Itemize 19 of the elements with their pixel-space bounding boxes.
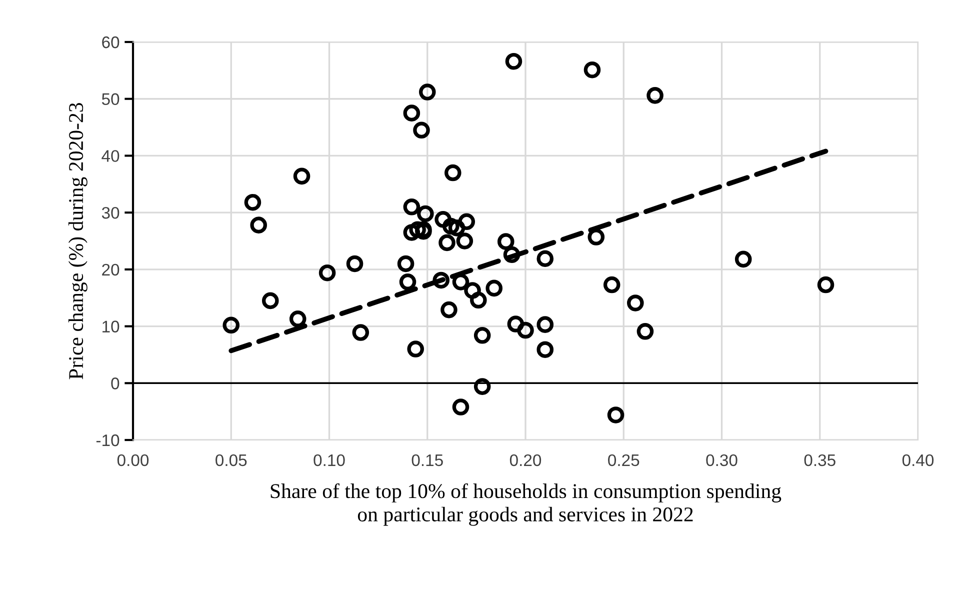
- y-tick-label: 30: [102, 206, 120, 219]
- y-tick-label: 0: [111, 378, 120, 390]
- y-tick-label: 10: [102, 320, 120, 332]
- x-tick-label: 0.05: [216, 454, 247, 466]
- x-tick-label: 0.20: [510, 454, 542, 466]
- y-axis-title: Price change (%) during 2020-23: [68, 102, 88, 380]
- y-tick-label: 20: [102, 264, 120, 276]
- y-tick-label: 60: [102, 36, 120, 48]
- x-tick-label: 0.00: [117, 454, 149, 466]
- x-axis-title: Share of the top 10% of households in consumption spending on particular goods and services in 2022: [270, 483, 782, 526]
- x-tick-label: 0.30: [706, 454, 738, 466]
- x-tick-label: 0.25: [608, 454, 640, 466]
- y-tick-label: -10: [96, 434, 120, 446]
- y-tick-label: 40: [102, 150, 120, 162]
- x-tick-label: 0.40: [902, 454, 934, 466]
- y-tick-label: 50: [102, 93, 120, 106]
- x-tick-label: 0.15: [412, 454, 443, 466]
- x-tick-label: 0.35: [804, 454, 836, 466]
- x-tick-label: 0.10: [314, 454, 345, 466]
